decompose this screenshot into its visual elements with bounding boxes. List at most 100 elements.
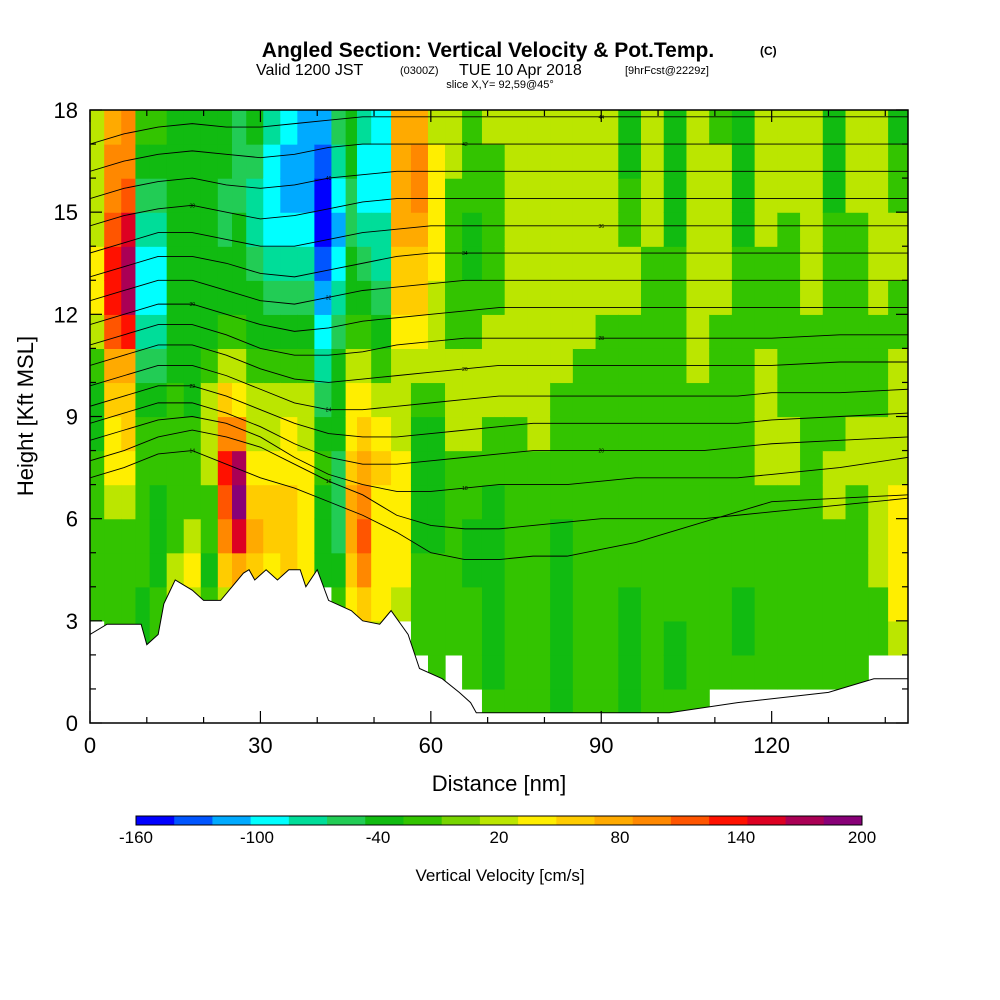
velocity-cell [845, 620, 869, 656]
velocity-cell [822, 314, 847, 349]
velocity-cell [527, 450, 551, 486]
velocity-cell [686, 280, 710, 315]
velocity-cell [331, 280, 347, 315]
velocity-cell [263, 450, 281, 486]
velocity-cell [427, 348, 446, 384]
isentrope-line [90, 143, 908, 172]
velocity-cell [445, 144, 463, 179]
velocity-cell [572, 212, 597, 247]
colorbar-tick-label: 80 [611, 828, 630, 847]
velocity-cell [183, 416, 202, 452]
velocity-cell [135, 450, 151, 486]
velocity-cell [183, 212, 202, 247]
velocity-cell [527, 246, 551, 281]
velocity-cell [800, 484, 824, 520]
velocity-cell [410, 144, 429, 179]
velocity-cell [618, 654, 642, 690]
velocity-cell [200, 518, 219, 554]
isentrope-label: 38 [189, 203, 195, 209]
isentrope-label: 42 [462, 142, 468, 148]
velocity-cell [641, 212, 665, 247]
velocity-cell [331, 144, 347, 179]
velocity-cell [777, 654, 801, 690]
velocity-cell [166, 450, 185, 486]
velocity-cell [709, 518, 733, 554]
velocity-cell [550, 450, 574, 486]
velocity-cell [90, 348, 105, 384]
velocity-cell [888, 246, 908, 281]
velocity-cell [800, 246, 824, 281]
velocity-cell [371, 178, 392, 213]
velocity-cell [777, 450, 801, 486]
velocity-cell [663, 586, 688, 622]
velocity-cell [504, 144, 528, 179]
isentrope-label: 20 [598, 449, 604, 455]
velocity-cell [800, 382, 824, 418]
velocity-cell [314, 518, 333, 554]
velocity-cell [331, 450, 347, 486]
velocity-cell [481, 280, 506, 315]
velocity-cell [356, 586, 372, 622]
velocity-cell [709, 246, 733, 281]
velocity-cell [314, 144, 333, 179]
velocity-cell [663, 246, 688, 281]
velocity-cell [445, 620, 463, 656]
velocity-cell [481, 552, 506, 588]
velocity-cell [618, 212, 642, 247]
isentrope-line [90, 402, 908, 465]
velocity-cell [686, 212, 710, 247]
velocity-cell [800, 144, 824, 179]
velocity-cell [595, 450, 619, 486]
velocity-cell [200, 280, 219, 315]
colorbar-swatch [403, 816, 443, 825]
colorbar-swatch [785, 816, 825, 825]
velocity-cell [345, 484, 358, 520]
velocity-cell [550, 246, 574, 281]
isentrope-line [90, 364, 908, 411]
isentrope-label: 18 [462, 486, 468, 492]
velocity-cell [595, 518, 619, 554]
colorbar-swatch [632, 816, 672, 825]
velocity-cell [550, 552, 574, 588]
velocity-cell [822, 144, 847, 179]
velocity-cell [90, 314, 105, 349]
velocity-cell [800, 212, 824, 247]
velocity-cell [166, 314, 185, 349]
velocity-cell [345, 212, 358, 247]
velocity-cell [232, 280, 247, 315]
velocity-cell [550, 280, 574, 315]
velocity-cell [686, 518, 710, 554]
velocity-cell [427, 246, 446, 281]
colorbar-swatch [441, 816, 481, 825]
velocity-cell [709, 416, 733, 452]
velocity-cell [246, 314, 264, 349]
velocity-cell [777, 552, 801, 588]
velocity-cell [868, 348, 889, 384]
isentrope-label: 30 [189, 302, 195, 308]
velocity-cell [888, 280, 908, 315]
colorbar-title: Vertical Velocity [cm/s] [415, 866, 584, 885]
velocity-cell [888, 586, 908, 622]
velocity-cell [232, 314, 247, 349]
isentrope-line [90, 324, 908, 356]
velocity-cell [232, 484, 247, 520]
velocity-cell [314, 314, 333, 349]
velocity-cell [572, 416, 597, 452]
velocity-cell [90, 212, 105, 247]
velocity-cell [731, 178, 756, 213]
velocity-cell [527, 518, 551, 554]
velocity-cell [754, 518, 778, 554]
isentrope-label: 28 [598, 336, 604, 342]
velocity-cell [246, 280, 264, 315]
velocity-cell [246, 144, 264, 179]
velocity-cell [709, 110, 733, 145]
velocity-cell [462, 178, 483, 213]
velocity-cell [527, 484, 551, 520]
velocity-cell [481, 110, 506, 145]
subtitle-fcst: [9hrFcst@2229z] [625, 65, 709, 77]
velocity-cell [595, 212, 619, 247]
velocity-cell [731, 620, 756, 656]
velocity-cell [481, 246, 506, 281]
velocity-cell [618, 178, 642, 213]
velocity-cell [641, 518, 665, 554]
